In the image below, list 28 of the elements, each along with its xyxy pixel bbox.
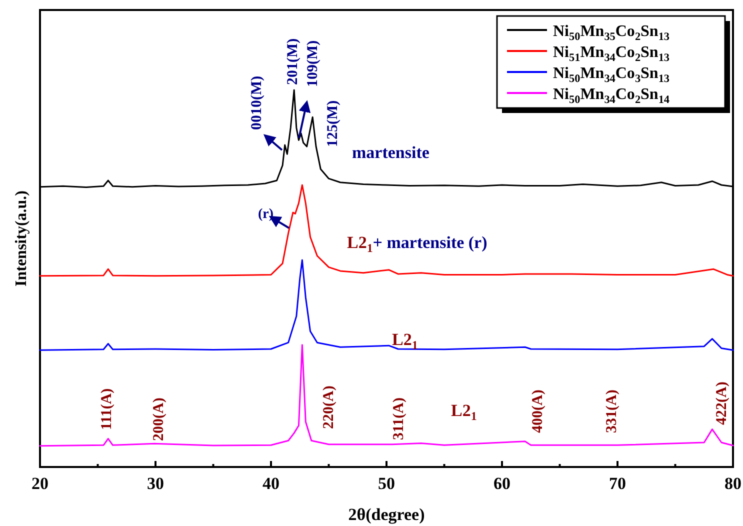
- x-tick-label: 80: [724, 474, 742, 493]
- annotation: 200(A): [151, 398, 167, 441]
- x-tick-label: 40: [262, 474, 280, 493]
- legend-label: Ni$_{50}$Mn$_{35}$Co$_{2}$Sn$_{13}$: [553, 23, 670, 43]
- legend-label: Ni$_{51}$Mn$_{34}$Co$_{2}$Sn$_{13}$: [553, 44, 670, 64]
- annotation: L2$_{1}$: [451, 401, 477, 423]
- annotation: 220(A): [321, 386, 337, 429]
- x-tick-label: 60: [494, 474, 510, 493]
- annotation: L2$_{1}$: [392, 330, 418, 352]
- annotation: 111(A): [99, 388, 115, 430]
- legend-label: Ni$_{50}$Mn$_{34}$Co$_{3}$Sn$_{13}$: [553, 65, 670, 85]
- x-axis-title: 2θ(degree): [348, 505, 425, 524]
- annotation: 0010(M): [249, 76, 265, 130]
- text: 201(M): [285, 38, 301, 85]
- x-tick-label: 20: [32, 474, 48, 493]
- y-axis-title: Intensity(a.u.): [13, 190, 30, 287]
- annotation: 400(A): [530, 390, 546, 433]
- x-tick-label: 30: [147, 474, 164, 493]
- annotation: 125(M): [325, 100, 341, 147]
- annotation: 422(A): [714, 382, 730, 425]
- annotation: L2$_{1}$+ martensite (r): [347, 233, 488, 255]
- annotation: 331(A): [604, 390, 620, 433]
- x-tick-label: 70: [609, 474, 626, 493]
- annotation: 311(A): [391, 398, 407, 440]
- x-tick-label: 50: [378, 474, 395, 493]
- legend-label: Ni$_{50}$Mn$_{34}$Co$_{2}$Sn$_{14}$: [553, 86, 670, 106]
- annotation: martensite: [352, 143, 430, 162]
- text: 109(M): [305, 40, 321, 87]
